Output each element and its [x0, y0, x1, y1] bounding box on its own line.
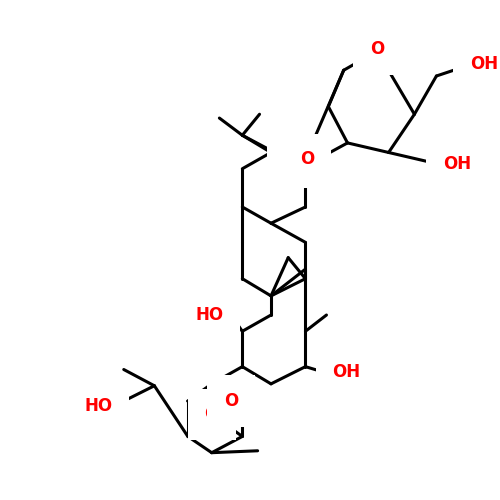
Text: O: O [300, 150, 314, 168]
Text: O: O [204, 406, 219, 423]
Text: O: O [224, 392, 238, 410]
Text: HO: HO [284, 153, 312, 171]
Text: OH: OH [443, 155, 471, 173]
Text: OH: OH [470, 54, 498, 72]
Text: HO: HO [84, 397, 112, 415]
Text: HO: HO [195, 306, 223, 324]
Text: O: O [370, 40, 384, 58]
Text: OH: OH [332, 364, 360, 382]
